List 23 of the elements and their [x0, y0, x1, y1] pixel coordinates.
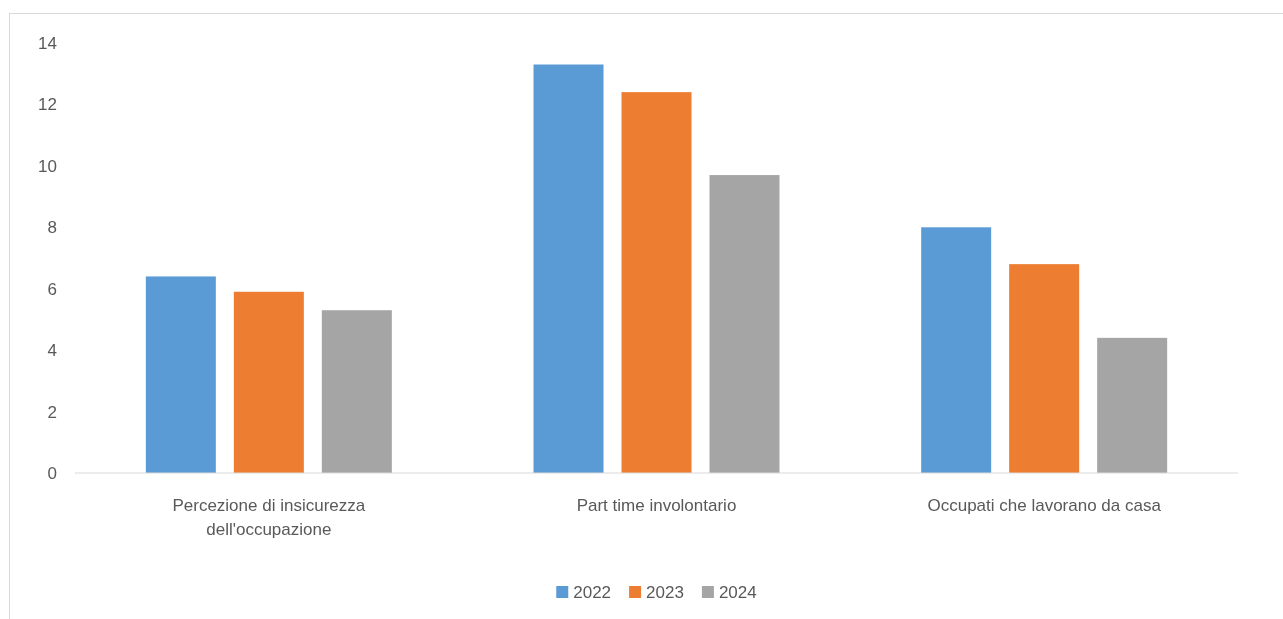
- y-tick-label: 14: [38, 33, 57, 53]
- y-tick-label: 10: [38, 156, 57, 176]
- bar: [145, 276, 216, 473]
- bar: [233, 291, 304, 473]
- y-tick-label: 6: [47, 279, 57, 299]
- y-tick-label: 8: [47, 218, 57, 238]
- bar: [921, 227, 992, 473]
- x-tick-label: Occupati che lavorano da casa: [927, 496, 1162, 515]
- legend-label: 2023: [646, 583, 684, 602]
- x-tick-label: Part time involontario: [576, 496, 737, 515]
- legend-label: 2022: [573, 583, 612, 602]
- x-tick-label: Percezione di insicurezza dell'occupazione: [172, 496, 366, 539]
- bar: [709, 175, 780, 473]
- bar: [533, 64, 604, 473]
- legend-label: 2024: [718, 583, 757, 602]
- y-tick-label: 12: [38, 95, 57, 115]
- bar: [1097, 337, 1168, 473]
- bar: [321, 310, 392, 473]
- y-tick-label: 2: [47, 402, 57, 422]
- y-tick-label: 0: [47, 463, 57, 483]
- bar: [1009, 264, 1080, 473]
- y-tick-label: 4: [47, 341, 57, 361]
- bar: [621, 92, 692, 473]
